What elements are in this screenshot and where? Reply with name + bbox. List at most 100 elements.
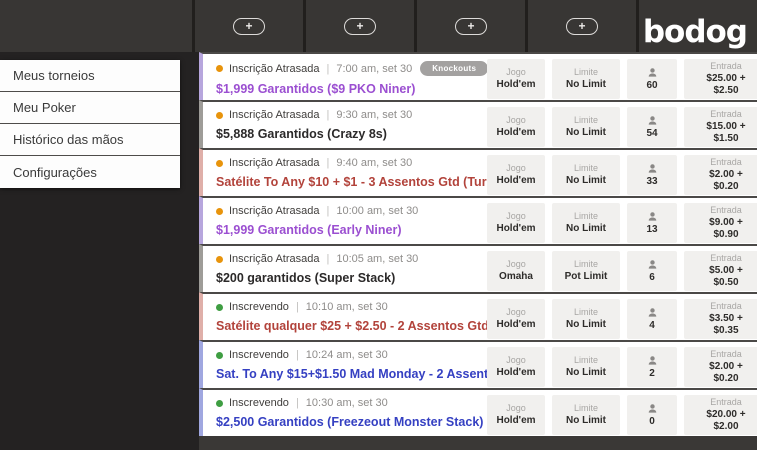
players-count: 60 (646, 79, 658, 91)
entry-buyin: $2.00 + (709, 169, 743, 180)
limit-cell: Limite No Limit (552, 107, 620, 147)
game-cell: Jogo Hold'em (487, 347, 545, 387)
players-count: 13 (646, 223, 658, 235)
tournament-row[interactable]: Inscrevendo | 10:30 am, set 30 $2,500 Ga… (199, 388, 757, 436)
limit-value: No Limit (566, 79, 606, 90)
plus-icon: + (233, 17, 265, 35)
game-value: Hold'em (496, 415, 536, 426)
plus-icon: + (566, 17, 598, 35)
registration-status: Inscrevendo (229, 397, 289, 409)
limit-column-label: Limite (573, 259, 598, 269)
registration-status: Inscrição Atrasada (229, 109, 320, 121)
tournament-row-info: Inscrevendo | 10:24 am, set 30 Sat. To A… (203, 342, 757, 381)
sidebar-item-historico-das-maos[interactable]: Histórico das mãos (0, 124, 180, 156)
entry-fee: $0.20 (713, 373, 739, 384)
entry-column-label: Entrada (710, 205, 742, 215)
entry-cell: Entrada $20.00 + $2.00 (684, 395, 757, 435)
tournament-row[interactable]: Inscrição Atrasada | 9:30 am, set 30 $5,… (199, 100, 757, 148)
limit-column-label: Limite (573, 211, 598, 221)
status-dot-icon (216, 399, 223, 407)
sidebar-item-meu-poker[interactable]: Meu Poker (0, 92, 180, 124)
limit-value: No Limit (566, 223, 606, 234)
limit-value: No Limit (566, 127, 606, 138)
players-count: 0 (649, 415, 655, 427)
tournament-row[interactable]: Inscrição Atrasada | 10:00 am, set 30 $1… (199, 196, 757, 244)
game-value: Hold'em (496, 319, 536, 330)
person-icon (648, 259, 656, 269)
tournament-title: Satélite To Any $10 + $1 - 3 Assentos Gt… (216, 175, 506, 189)
start-time: 10:10 am, set 30 (305, 301, 388, 313)
separator: | (295, 349, 299, 361)
limit-value: Pot Limit (564, 271, 608, 282)
entry-fee: $0.50 (713, 277, 739, 288)
game-cell: Jogo Hold'em (487, 107, 545, 147)
tournament-stats: Jogo Hold'em Limite No Limit 54 Entrada … (487, 107, 757, 147)
game-cell: Jogo Hold'em (487, 203, 545, 243)
tournament-row-info: Inscrevendo | 10:30 am, set 30 $2,500 Ga… (203, 390, 757, 429)
limit-cell: Limite No Limit (552, 395, 620, 435)
table-tab-add-button-1[interactable]: + (195, 0, 306, 52)
registration-status: Inscrição Atrasada (229, 253, 320, 265)
tournament-row[interactable]: Inscrição Atrasada | 9:40 am, set 30 Sat… (199, 148, 757, 196)
entry-cell: Entrada $5.00 + $0.50 (684, 251, 757, 291)
players-cell: 33 (627, 155, 677, 195)
entry-column-label: Entrada (710, 397, 742, 407)
start-time: 10:24 am, set 30 (305, 349, 388, 361)
person-icon (648, 67, 656, 77)
tournament-row[interactable]: Inscrevendo | 10:10 am, set 30 Satélite … (199, 292, 757, 340)
tournament-title: Satélite qualquer $25 + $2.50 - 2 Assent… (216, 319, 489, 333)
registration-status: Inscrevendo (229, 301, 289, 313)
game-value: Hold'em (496, 367, 536, 378)
table-tab-add-button-4[interactable]: + (528, 0, 639, 52)
players-cell: 0 (627, 395, 677, 435)
tournament-row[interactable]: Inscrição Atrasada | 10:05 am, set 30 $2… (199, 244, 757, 292)
tournament-row-info: Inscrição Atrasada | 10:00 am, set 30 $1… (203, 198, 757, 237)
start-time: 9:30 am, set 30 (336, 109, 413, 121)
table-tab-add-button-3[interactable]: + (417, 0, 528, 52)
tournament-row[interactable]: Inscrição Atrasada | 7:00 am, set 30 Kno… (199, 52, 757, 100)
game-column-label: Jogo (506, 259, 526, 269)
limit-column-label: Limite (573, 307, 598, 317)
separator: | (326, 157, 330, 169)
entry-cell: Entrada $25.00 + $2.50 (684, 59, 757, 99)
entry-cell: Entrada $15.00 + $1.50 (684, 107, 757, 147)
players-cell: 13 (627, 203, 677, 243)
start-time: 9:40 am, set 30 (336, 157, 413, 169)
players-count: 4 (649, 319, 655, 331)
game-cell: Jogo Omaha (487, 251, 545, 291)
entry-cell: Entrada $9.00 + $0.90 (684, 203, 757, 243)
tournament-title: $1,999 Garantidos ($9 PKO Niner) (216, 82, 416, 96)
game-value: Omaha (499, 271, 533, 282)
entry-buyin: $25.00 + (706, 73, 746, 84)
person-icon (648, 355, 656, 365)
tournament-row-info: Inscrição Atrasada | 10:05 am, set 30 $2… (203, 246, 757, 285)
entry-buyin: $20.00 + (706, 409, 746, 420)
status-dot-icon (216, 303, 223, 311)
tournament-list: Inscrição Atrasada | 7:00 am, set 30 Kno… (199, 52, 757, 450)
plus-icon: + (455, 17, 487, 35)
sidebar-item-meus-torneios[interactable]: Meus torneios (0, 60, 180, 92)
tournament-stats: Jogo Hold'em Limite No Limit 33 Entrada … (487, 155, 757, 195)
tournament-title: $1,999 Garantidos (Early Niner) (216, 223, 402, 237)
sidebar-item-configuracoes[interactable]: Configurações (13, 164, 97, 180)
tournament-stats: Jogo Hold'em Limite No Limit 2 Entrada $… (487, 347, 757, 387)
tournament-stats: Jogo Hold'em Limite No Limit 0 Entrada $… (487, 395, 757, 435)
players-count: 2 (649, 367, 655, 379)
game-column-label: Jogo (506, 211, 526, 221)
tournament-row[interactable]: Inscrevendo | 10:24 am, set 30 Sat. To A… (199, 340, 757, 388)
players-cell: 54 (627, 107, 677, 147)
separator: | (326, 109, 330, 121)
game-value: Hold'em (496, 79, 536, 90)
players-cell: 4 (627, 299, 677, 339)
table-tab-add-button-2[interactable]: + (306, 0, 417, 52)
game-column-label: Jogo (506, 403, 526, 413)
bodog-logo: bodog (642, 14, 748, 50)
game-column-label: Jogo (506, 307, 526, 317)
registration-status: Inscrição Atrasada (229, 62, 320, 75)
registration-status: Inscrição Atrasada (229, 157, 320, 169)
registration-status: Inscrevendo (229, 349, 289, 361)
tournament-stats: Jogo Omaha Limite Pot Limit 6 Entrada $5… (487, 251, 757, 291)
separator: | (326, 253, 330, 265)
players-count: 33 (646, 175, 658, 187)
limit-value: No Limit (566, 367, 606, 378)
